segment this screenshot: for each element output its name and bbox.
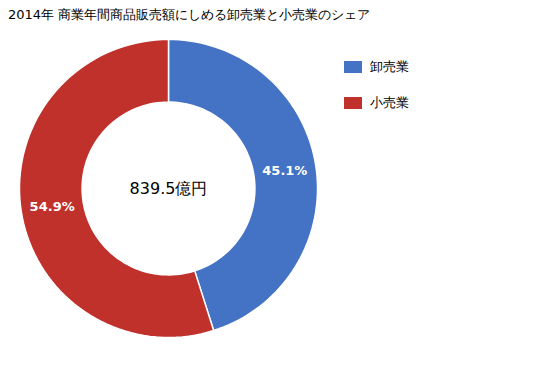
svg-text:45.1%: 45.1% <box>262 163 307 178</box>
html-text:小売業: 小売業 <box>370 95 409 110</box>
html-text:2014年 商業年間商品販売額にしめる卸売業と小売業のシェア: 2014年 商業年間商品販売額にしめる卸売業と小売業のシェア <box>8 7 371 22</box>
html-text:卸売業: 卸売業 <box>370 59 409 74</box>
svg-text:839.5億円: 839.5億円 <box>130 179 208 198</box>
svg-text:54.9%: 54.9% <box>30 199 75 214</box>
